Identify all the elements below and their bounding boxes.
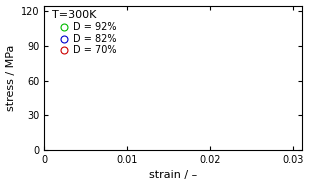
Y-axis label: stress / MPa: stress / MPa — [6, 45, 16, 111]
Legend: D = 92%, D = 82%, D = 70%: D = 92%, D = 82%, D = 70% — [57, 20, 118, 57]
Text: T=300K: T=300K — [52, 10, 96, 20]
X-axis label: strain / –: strain / – — [149, 170, 197, 180]
